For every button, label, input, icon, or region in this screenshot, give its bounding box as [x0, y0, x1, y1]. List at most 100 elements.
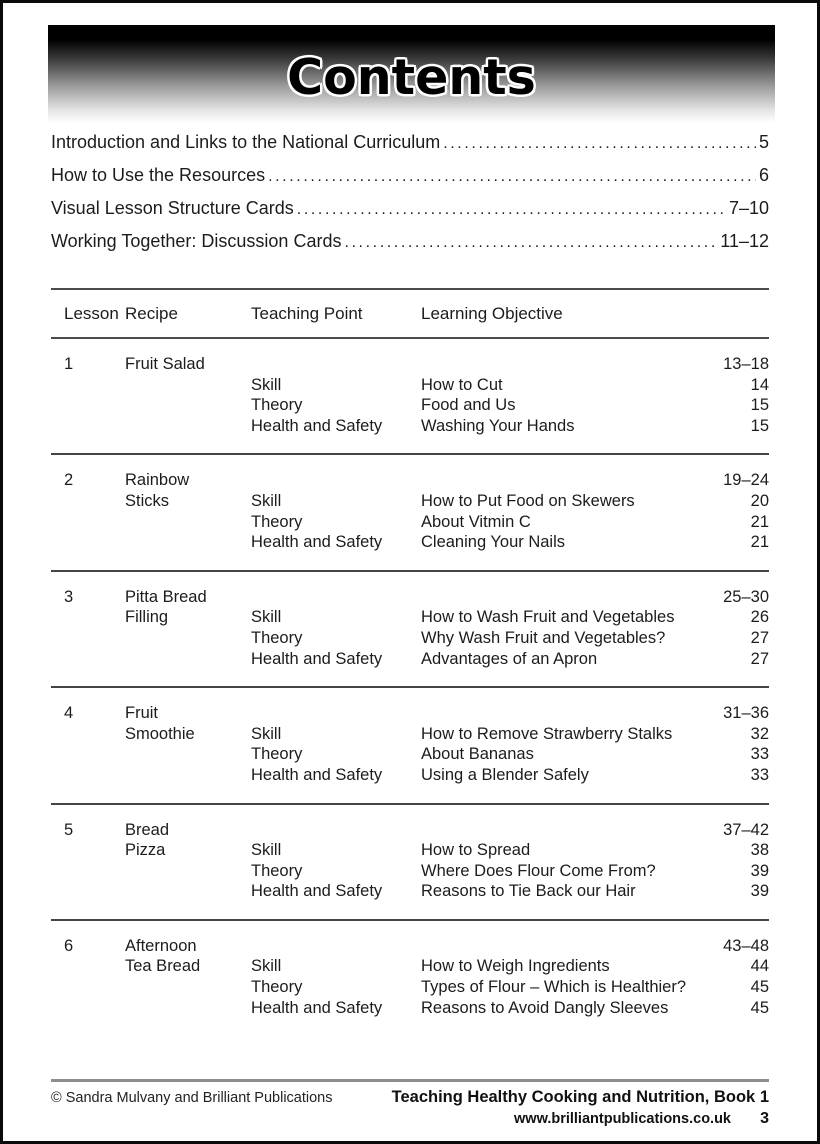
toc-entry: Visual Lesson Structure Cards ..........…	[51, 198, 769, 231]
teaching-point: Theory	[251, 396, 303, 415]
table-header-row: Lesson Recipe Teaching Point Learning Ob…	[51, 288, 769, 339]
lesson-page-range: 13–18	[723, 355, 769, 373]
recipe-name-line1: Fruit Salad	[125, 355, 205, 373]
page-number: 39	[750, 882, 769, 901]
lesson-detail-row: Health and Safety Cleaning Your Nails 21	[51, 532, 769, 553]
page-number: 21	[750, 512, 769, 531]
page-number: 21	[750, 533, 769, 552]
teaching-point: Health and Safety	[251, 649, 383, 668]
lesson-detail-row: Theory About Bananas 33	[51, 744, 769, 765]
recipe-name-line1: Fruit	[125, 704, 158, 723]
page-number: 20	[750, 491, 769, 510]
page-number: 27	[750, 649, 769, 668]
toc-entry-pages: 5	[758, 132, 769, 152]
page-number: 32	[750, 724, 769, 743]
lesson-page-range: 31–36	[723, 704, 769, 723]
learning-objective: Cleaning Your Nails	[421, 533, 566, 552]
learning-objective: Why Wash Fruit and Vegetables?	[421, 628, 666, 647]
teaching-point: Theory	[251, 978, 303, 997]
toc-entry-label: Visual Lesson Structure Cards	[51, 198, 294, 218]
learning-objective: Using a Blender Safely	[421, 765, 589, 784]
teaching-point: Skill	[251, 375, 282, 394]
copyright-text: © Sandra Mulvany and Brilliant Publicati…	[51, 1090, 333, 1106]
lesson-block: 1 Fruit Salad 13–18 Skill How to Cut 14 …	[51, 339, 769, 456]
front-matter-toc: Introduction and Links to the National C…	[51, 132, 769, 264]
lesson-detail-row: Theory About Vitmin C 21	[51, 512, 769, 533]
learning-objective: How to Cut	[421, 375, 503, 394]
teaching-point: Health and Safety	[251, 998, 383, 1017]
page-title: Contents	[287, 49, 536, 106]
lesson-title-row: 4 Fruit 31–36	[51, 703, 769, 724]
lesson-number: 5	[64, 820, 74, 839]
teaching-point: Skill	[251, 724, 282, 743]
teaching-point: Theory	[251, 745, 303, 764]
lesson-detail-row: Smoothie Skill How to Remove Strawberry …	[51, 724, 769, 745]
learning-objective: About Bananas	[421, 745, 534, 764]
toc-entry: Working Together: Discussion Cards .....…	[51, 231, 769, 264]
dot-leader: ........................................…	[344, 234, 718, 251]
lesson-detail-row: Theory Types of Flour – Which is Healthi…	[51, 977, 769, 998]
page-footer: © Sandra Mulvany and Brilliant Publicati…	[51, 1088, 769, 1128]
lesson-title-row: 5 Bread 37–42	[51, 820, 769, 841]
column-header-teaching-point: Teaching Point	[251, 304, 363, 323]
lesson-detail-row: Theory Food and Us 15	[51, 395, 769, 416]
teaching-point: Health and Safety	[251, 533, 383, 552]
teaching-point: Health and Safety	[251, 416, 383, 435]
learning-objective: How to Wash Fruit and Vegetables	[421, 608, 675, 627]
lesson-detail-row: Sticks Skill How to Put Food on Skewers …	[51, 491, 769, 512]
lesson-block: 3 Pitta Bread 25–30 Filling Skill How to…	[51, 572, 769, 689]
page-number-footer: 3	[760, 1110, 769, 1127]
learning-objective: Advantages of an Apron	[421, 649, 598, 668]
lesson-detail-row: Pizza Skill How to Spread 38	[51, 840, 769, 861]
lesson-title-row: 6 Afternoon 43–48	[51, 936, 769, 957]
page-number: 38	[750, 841, 769, 860]
column-header-recipe: Recipe	[125, 304, 178, 323]
dot-leader: ........................................…	[443, 135, 756, 152]
toc-entry-label: How to Use the Resources	[51, 165, 266, 185]
lesson-page-range: 37–42	[723, 820, 769, 839]
learning-objective: Types of Flour – Which is Healthier?	[421, 978, 687, 997]
learning-objective: How to Put Food on Skewers	[421, 491, 635, 510]
lesson-title-row: 2 Rainbow 19–24	[51, 470, 769, 491]
learning-objective: Reasons to Avoid Dangly Sleeves	[421, 998, 669, 1017]
learning-objective: How to Remove Strawberry Stalks	[421, 724, 673, 743]
recipe-name-line2	[125, 375, 251, 396]
recipe-name-line2: Smoothie	[125, 724, 195, 743]
recipe-name-line1: Afternoon	[125, 936, 197, 955]
book-title: Teaching Healthy Cooking and Nutrition, …	[391, 1088, 769, 1106]
dot-leader: ........................................…	[268, 168, 756, 185]
recipe-name-line1: Bread	[125, 820, 170, 839]
teaching-point: Health and Safety	[251, 765, 383, 784]
teaching-point: Theory	[251, 512, 303, 531]
lesson-block: 2 Rainbow 19–24 Sticks Skill How to Put …	[51, 455, 769, 572]
column-header-lesson: Lesson	[64, 304, 119, 323]
page-number: 45	[750, 978, 769, 997]
publisher-website: www.brilliantpublications.co.uk	[514, 1111, 731, 1127]
lesson-detail-row: Skill How to Cut 14	[51, 375, 769, 396]
learning-objective: Washing Your Hands	[421, 416, 575, 435]
lesson-page-range: 19–24	[723, 471, 769, 490]
page-number: 39	[750, 861, 769, 880]
learning-objective: Reasons to Tie Back our Hair	[421, 882, 636, 901]
lesson-number: 3	[64, 587, 74, 606]
column-header-learning-objective: Learning Objective	[421, 304, 563, 323]
lesson-detail-row: Tea Bread Skill How to Weigh Ingredients…	[51, 956, 769, 977]
lesson-detail-row: Health and Safety Using a Blender Safely…	[51, 765, 769, 786]
page-number: 15	[750, 396, 769, 415]
toc-entry-pages: 7–10	[728, 198, 769, 218]
dot-leader: ........................................…	[296, 201, 726, 218]
lessons-table: Lesson Recipe Teaching Point Learning Ob…	[51, 288, 769, 1035]
page-number: 26	[750, 608, 769, 627]
learning-objective: How to Spread	[421, 841, 531, 860]
recipe-name-line2: Tea Bread	[125, 957, 201, 976]
lesson-detail-row: Health and Safety Reasons to Tie Back ou…	[51, 881, 769, 902]
toc-entry: How to Use the Resources ...............…	[51, 165, 769, 198]
toc-entry-label: Introduction and Links to the National C…	[51, 132, 441, 152]
lesson-detail-row: Theory Where Does Flour Come From? 39	[51, 861, 769, 882]
page-number: 15	[750, 416, 769, 435]
recipe-name-line1: Rainbow	[125, 471, 190, 490]
page-number: 27	[750, 628, 769, 647]
page-number: 33	[750, 765, 769, 784]
teaching-point: Health and Safety	[251, 882, 383, 901]
